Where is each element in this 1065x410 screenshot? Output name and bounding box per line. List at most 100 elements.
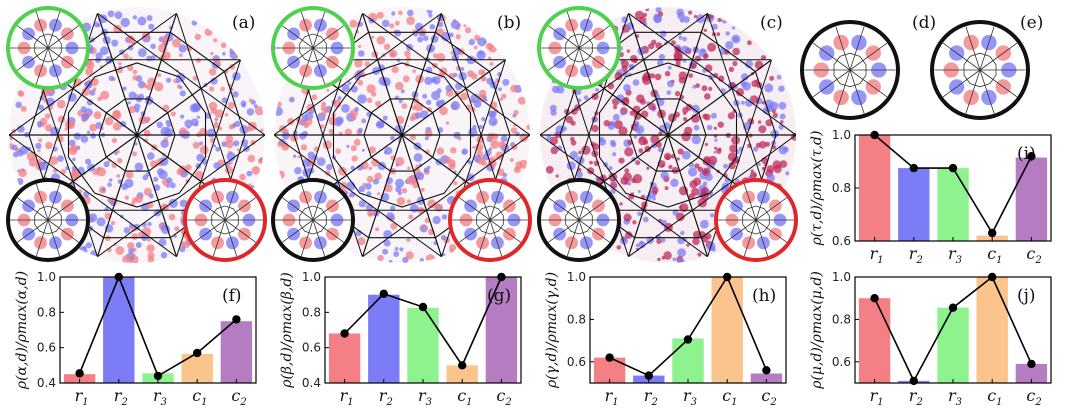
ytick-i-2: 1.0 [832,128,851,142]
panel-label-i: (i) [1017,144,1036,164]
inset-red-2 [714,178,798,262]
point-h-2 [683,335,693,344]
point-i-2 [948,163,958,173]
bar-j-3 [976,277,1008,383]
ylabel-i: ρ(τ,d)/ρmax(τ,d) [809,131,825,247]
ytick-j-2: 1.0 [832,270,851,284]
ytick-i-0: 0.6 [832,234,851,248]
point-g-1 [379,289,388,298]
point-g-0 [340,329,349,338]
bar-f-1 [103,277,135,383]
inset-black-2 [537,178,621,262]
xtick-i-4: c2 [1026,244,1041,266]
xtick-i-0: r1 [870,244,884,266]
inset-green-1 [271,6,355,90]
panel-label-j: (j) [1017,286,1036,306]
xtick-h-0: r1 [605,386,619,408]
ytick-f-3: 1.0 [37,270,56,284]
ytick-i-1: 0.8 [832,181,851,195]
point-f-4 [232,315,241,324]
ytick-f-1: 0.6 [37,341,56,355]
xtick-h-4: c2 [761,386,776,408]
ytick-g-0: 0.4 [302,376,321,390]
bar-g-3 [446,365,478,383]
chart-h: 0.6 0.8 1.0 r1 r2 r3 c1 c2 (h) ρ(γ,d)/ρmax(γ,d) [544,270,787,408]
chart-j: 0.6 0.8 1.0 r1 r2 r3 c1 c2 (j) ρ(μ,d)/ρmax(μ,d) [809,270,1052,408]
point-f-0 [75,369,84,378]
ylabel-h: ρ(γ,d)/ρmax(γ,d) [544,272,560,389]
point-j-2 [948,303,958,312]
bar-i-2 [937,168,969,241]
ylabel-f: ρ(α,d)/ρmax(α,d) [14,271,30,390]
inset-green-2 [537,6,621,90]
panel-label-b: (b) [497,13,521,33]
panel-label-f: (f) [222,286,242,306]
xtick-g-0: r1 [340,386,354,408]
xtick-j-3: c1 [987,386,1002,408]
xtick-f-2: r3 [153,386,167,408]
panel-label-d: (d) [912,13,936,33]
point-h-1 [644,371,653,380]
ytick-g-3: 1.0 [302,270,321,284]
point-f-3 [193,348,202,358]
ytick-h-1: 0.8 [567,312,586,326]
panel-label-h: (h) [752,286,776,306]
xtick-i-3: c1 [987,244,1002,266]
panel-label-g: (g) [487,286,511,306]
point-h-4 [762,366,771,375]
ytick-g-1: 0.6 [302,341,321,355]
point-i-1 [909,163,918,173]
point-g-3 [458,361,467,370]
bar-f-3 [181,353,213,383]
xtick-h-2: r3 [683,386,697,408]
xtick-i-2: r3 [948,244,962,266]
xtick-g-3: c1 [457,386,472,408]
xtick-g-1: r2 [379,386,393,408]
inset-red-1 [448,178,532,262]
point-i-4 [1027,152,1036,161]
bar-i-1 [898,168,930,241]
ylabel-g: ρ(β,d)/ρmax(β,d) [279,272,295,389]
xtick-g-2: r3 [418,386,432,408]
bar-j-2 [937,307,969,383]
chart-g: 0.4 0.6 0.8 1.0 r1 r2 r3 c1 c2 (g) ρ(β,d)/ρmax(β,d… [279,270,522,408]
point-g-2 [418,302,428,312]
bar-f-0 [63,374,96,383]
point-f-2 [153,371,163,381]
chart-f: 0.4 0.6 0.8 1.0 r1 r2 r3 c1 c2 (f) ρ(α,d)/ρmax(α,d… [14,270,257,408]
point-j-0 [870,294,879,303]
xtick-j-1: r2 [909,386,923,408]
point-i-3 [988,228,997,238]
point-j-4 [1027,359,1036,369]
xtick-j-0: r1 [870,386,884,408]
bar-j-4 [1015,363,1048,383]
xtick-f-0: r1 [75,386,89,408]
xtick-h-1: r2 [644,386,658,408]
ytick-f-2: 0.8 [37,305,56,319]
bar-g-1 [368,294,400,383]
xtick-f-1: r2 [114,386,128,408]
bar-i-4 [1015,157,1048,241]
xtick-j-2: r3 [948,386,962,408]
bar-h-4 [750,373,783,383]
inset-black-0 [6,178,90,262]
xtick-j-4: c2 [1026,386,1041,408]
ylabel-j: ρ(μ,d)/ρmax(μ,d) [809,271,825,390]
bar-g-0 [328,333,361,383]
ytick-g-2: 0.8 [302,305,321,319]
panel-label-e: (e) [1020,13,1043,33]
ytick-j-0: 0.6 [832,355,851,369]
bar-h-3 [711,277,743,383]
panel-label-c: (c) [760,13,783,33]
ytick-j-1: 0.8 [832,312,851,326]
bar-g-2 [407,307,439,383]
bar-f-4 [220,321,253,383]
ytick-h-0: 0.6 [567,355,586,369]
point-h-0 [605,353,614,362]
xtick-g-4: c2 [496,386,511,408]
xtick-f-4: c2 [231,386,246,408]
inset-green-0 [6,6,90,90]
inset-black-1 [271,178,355,262]
bar-i-0 [858,135,891,241]
